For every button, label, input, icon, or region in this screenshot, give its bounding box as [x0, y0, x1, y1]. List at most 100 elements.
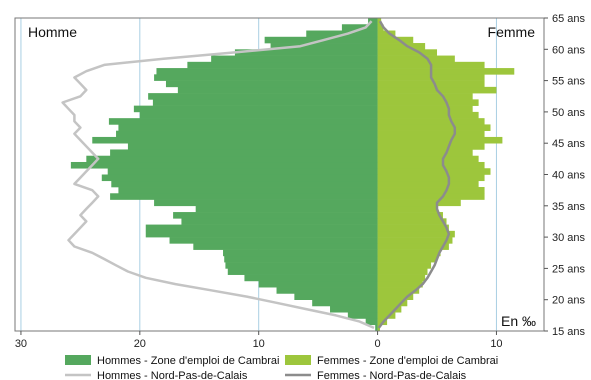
y-tick-label-8: 55 ans — [552, 76, 586, 88]
y-tick-label-10: 65 ans — [552, 13, 586, 25]
bar-femmes-29 — [377, 237, 453, 244]
bar-hommes-60 — [270, 43, 378, 50]
bar-hommes-54 — [165, 80, 378, 88]
bar-hommes-56 — [156, 68, 378, 75]
bar-femmes-41 — [377, 161, 485, 169]
bar-femmes-54 — [377, 80, 485, 88]
y-tick-label-5: 40 ans — [552, 170, 586, 182]
bar-femmes-51 — [377, 99, 479, 106]
unit-label: En ‰ — [501, 313, 536, 329]
legend-swatch-hommes-cambrai — [65, 355, 91, 365]
legend-swatch-femmes-cambrai — [285, 355, 311, 365]
bar-femmes-49 — [377, 111, 479, 119]
bar-hommes-17 — [347, 312, 378, 319]
bar-hommes-48 — [108, 118, 378, 125]
bar-hommes-20 — [294, 293, 378, 300]
y-tick-label-4: 35 ans — [552, 201, 586, 213]
bar-femmes-59 — [377, 49, 438, 56]
legend: Hommes - Zone d'emploi de Cambrai Femmes… — [65, 355, 498, 380]
bar-hommes-18 — [330, 305, 378, 313]
bar-femmes-46 — [377, 130, 485, 138]
bar-hommes-50 — [133, 105, 378, 113]
bar-hommes-55 — [154, 74, 378, 81]
bar-hommes-31 — [145, 224, 378, 232]
bar-femmes-21 — [377, 287, 420, 294]
bar-femmes-38 — [377, 180, 479, 188]
bar-hommes-53 — [177, 86, 378, 94]
bar-hommes-37 — [118, 187, 378, 194]
bar-femmes-24 — [377, 268, 428, 275]
y-axis-ticks: 15 ans 20 ans 25 ans 30 ans 35 ans 40 ans 45 a… — [544, 13, 586, 338]
bar-femmes-26 — [377, 255, 438, 263]
bar-femmes-36 — [377, 193, 485, 200]
line-hommes-npdc — [61, 20, 375, 330]
bar-hommes-42 — [86, 155, 378, 163]
x-tick-label-4: 10 — [490, 338, 502, 350]
x-axis-ticks: 30 20 10 0 10 — [15, 331, 503, 350]
bar-hommes-62 — [306, 30, 378, 38]
bar-femmes-58 — [377, 55, 455, 63]
bar-femmes-27 — [377, 249, 441, 257]
bar-femmes-23 — [377, 274, 426, 282]
bar-femmes-35 — [377, 199, 461, 207]
bar-hommes-32 — [181, 218, 378, 225]
bar-femmes-50 — [377, 105, 473, 113]
bar-femmes-42 — [377, 155, 479, 163]
legend-label-femmes-npdc: Femmes - Nord-Pas-de-Calais — [317, 370, 467, 380]
bar-hommes-46 — [116, 130, 378, 138]
bar-hommes-16 — [365, 318, 378, 326]
bar-hommes-63 — [341, 24, 378, 31]
series-lines — [61, 20, 457, 330]
y-tick-label-1: 20 ans — [552, 295, 586, 307]
bar-hommes-59 — [234, 49, 378, 56]
bar-femmes-52 — [377, 93, 473, 100]
bar-hommes-47 — [118, 124, 378, 131]
bar-femmes-48 — [377, 118, 485, 125]
bar-femmes-30 — [377, 230, 455, 238]
bar-hommes-22 — [258, 280, 378, 288]
y-tick-label-6: 45 ans — [552, 138, 586, 150]
bar-hommes-38 — [111, 180, 378, 188]
bar-femmes-62 — [377, 30, 396, 38]
bar-hommes-39 — [101, 174, 378, 182]
bar-hommes-30 — [145, 230, 378, 238]
bar-hommes-57 — [187, 61, 378, 69]
y-tick-label-0: 15 ans — [552, 326, 586, 338]
bar-femmes-61 — [377, 36, 414, 44]
bar-femmes-47 — [377, 124, 491, 131]
bar-femmes-40 — [377, 168, 491, 175]
bar-hommes-19 — [312, 299, 378, 307]
bar-hommes-52 — [148, 93, 378, 100]
y-tick-label-2: 25 ans — [552, 263, 586, 275]
bar-femmes-18 — [377, 305, 402, 313]
bar-hommes-27 — [223, 249, 378, 257]
bar-hommes-64 — [368, 18, 378, 25]
bar-hommes-21 — [276, 287, 378, 294]
bar-hommes-40 — [107, 168, 378, 175]
legend-label-hommes-npdc: Hommes - Nord-Pas-de-Calais — [97, 370, 248, 380]
bar-hommes-51 — [152, 99, 378, 106]
bar-femmes-60 — [377, 43, 426, 50]
bar-hommes-45 — [92, 136, 378, 144]
x-tick-label-0: 30 — [15, 338, 27, 350]
bar-femmes-43 — [377, 149, 473, 157]
bar-hommes-23 — [244, 274, 378, 282]
line-femmes-npdc — [377, 20, 457, 329]
bar-femmes-25 — [377, 262, 432, 269]
legend-label-femmes-cambrai: Femmes - Zone d'emploi de Cambrai — [317, 355, 498, 367]
bar-hommes-36 — [110, 193, 378, 200]
bar-femmes-56 — [377, 68, 515, 75]
bar-femmes-64 — [377, 18, 382, 25]
bar-hommes-24 — [227, 268, 378, 275]
x-tick-label-1: 20 — [134, 338, 146, 350]
legend-label-hommes-cambrai: Hommes - Zone d'emploi de Cambrai — [97, 355, 279, 367]
bar-femmes-37 — [377, 187, 485, 194]
bar-femmes-22 — [377, 280, 423, 288]
bar-hommes-35 — [154, 199, 378, 207]
bar-femmes-45 — [377, 136, 503, 144]
bar-hommes-15 — [375, 324, 378, 332]
bar-femmes-32 — [377, 218, 447, 225]
bar-hommes-33 — [173, 212, 378, 219]
bar-femmes-31 — [377, 224, 449, 232]
